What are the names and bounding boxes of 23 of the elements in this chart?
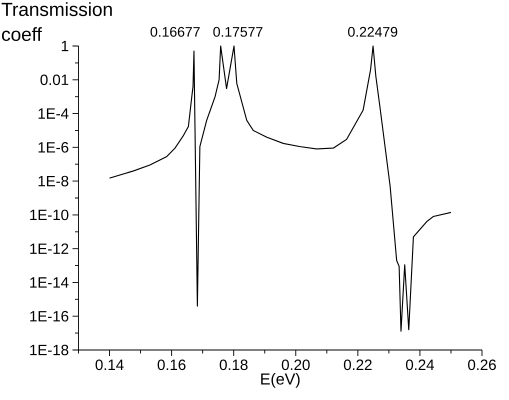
x-tick-label: 0.18: [220, 360, 248, 370]
x-tick-label: 0.22: [344, 360, 372, 370]
y-tick-label: 1: [62, 40, 68, 52]
y-tick-label: 1E-6: [38, 142, 68, 153]
y-axis-title: Transmission coeff: [2, 2, 112, 42]
y-tick-label: 1E-12: [30, 243, 68, 254]
annotation: 0.22479: [348, 26, 398, 37]
y-tick-label: 1E-10: [30, 210, 68, 220]
y-tick-label: 1E-18: [30, 344, 68, 356]
x-axis-title: E(eV): [261, 372, 300, 388]
x-tick-label: 0.16: [158, 360, 186, 370]
x-tick-label: 0.26: [468, 360, 496, 370]
x-tick-label: 0.14: [96, 360, 124, 370]
annotation: 0.17577: [213, 26, 262, 37]
y-tick-label: 1E-16: [30, 310, 68, 322]
y-tick-label: 1E-4: [38, 108, 69, 119]
line-series: [108, 45, 452, 332]
y-tick-label: 1E-14: [30, 277, 69, 288]
annotation: 0.16677: [150, 26, 200, 37]
y-tick-label: 0.01: [40, 74, 68, 86]
x-tick-label: 0.24: [406, 360, 434, 370]
x-tick-label: 0.20: [282, 360, 310, 370]
y-tick-label: 1E-8: [38, 176, 68, 186]
